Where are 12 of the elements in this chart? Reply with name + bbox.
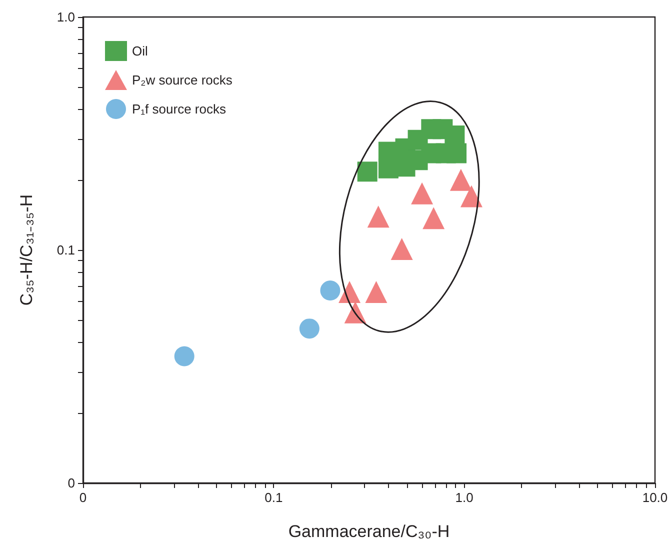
legend-label: Oil — [132, 44, 148, 58]
y-tick-label: 0.1 — [56, 242, 75, 258]
y-axis-title: C₃₅-H/C₃₁₋₃₅-H — [17, 194, 36, 306]
x-tick-label: 0 — [79, 490, 87, 505]
x-tick-label: 0.1 — [264, 490, 283, 505]
legend-label: P₂w source rocks — [132, 72, 233, 88]
y-tick-label: 0 — [68, 476, 75, 490]
legend-label: P₁f source rocks — [132, 102, 226, 116]
x-tick-label: 10.0 — [642, 490, 668, 505]
x-tick-label: 1.0 — [455, 490, 474, 505]
x-axis-title: Gammacerane/C₃₀-H — [288, 522, 450, 541]
y-tick-label: 1.0 — [56, 10, 75, 24]
